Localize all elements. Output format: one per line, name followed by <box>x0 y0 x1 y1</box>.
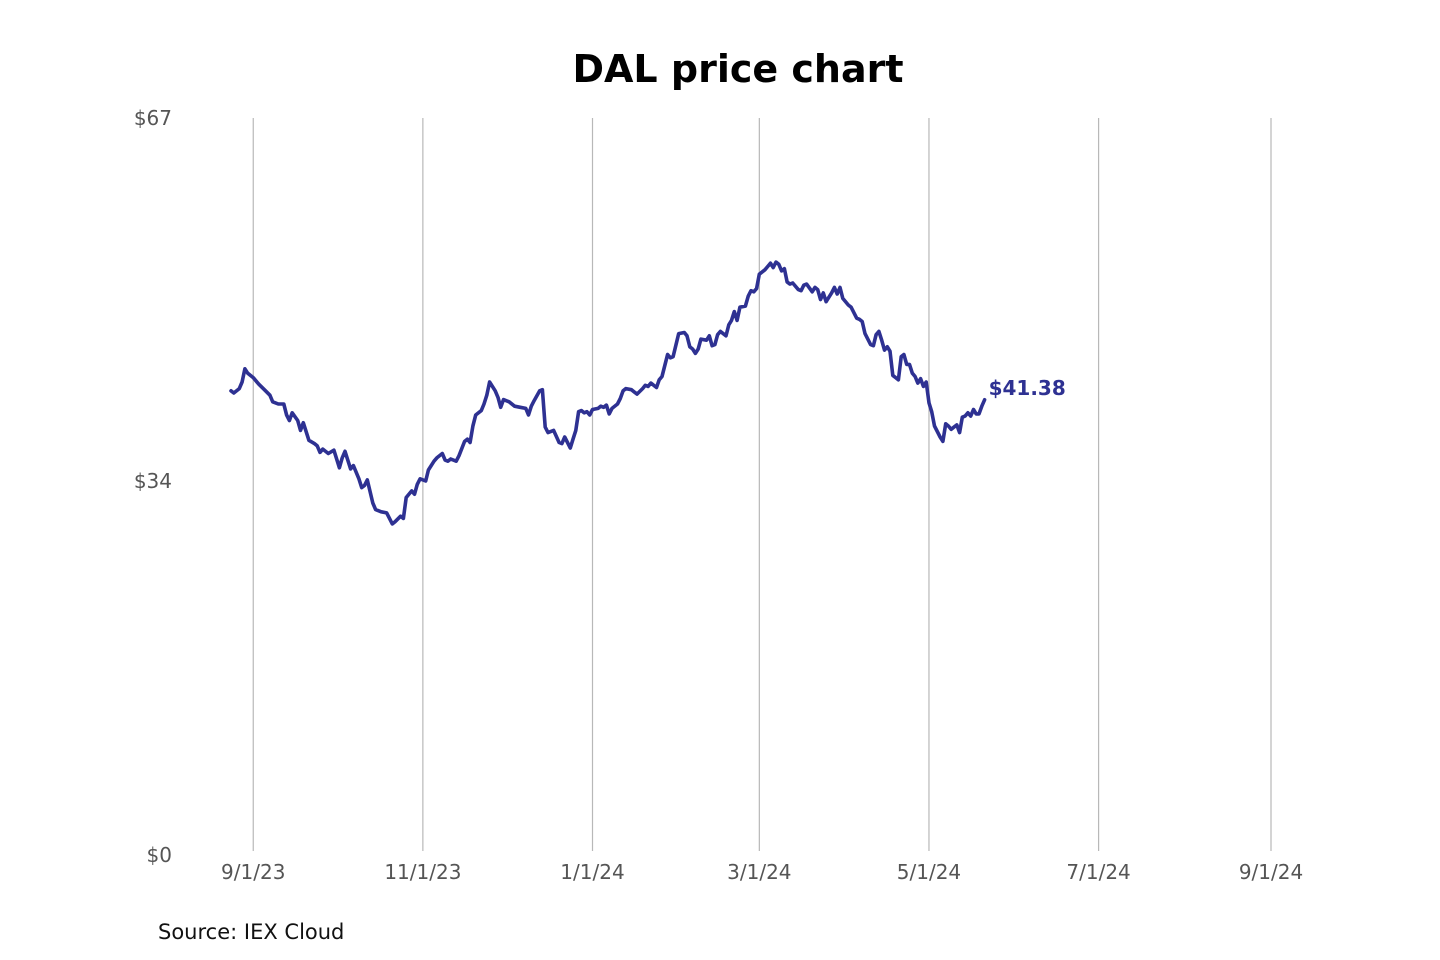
last-price-label: $41.38 <box>989 376 1066 400</box>
y-tick-label: $67 <box>134 106 172 130</box>
y-tick-label: $34 <box>134 469 172 493</box>
x-axis: 9/1/23 11/1/23 1/1/24 3/1/24 5/1/24 7/1/24 9/1… <box>221 860 1303 884</box>
gridlines <box>252 118 1272 851</box>
source-note: Source: IEX Cloud <box>158 920 344 944</box>
x-tick-label: 5/1/24 <box>897 860 961 884</box>
x-tick-label: 7/1/24 <box>1066 860 1130 884</box>
x-tick-label: 9/1/24 <box>1239 860 1303 884</box>
x-tick-label: 1/1/24 <box>560 860 624 884</box>
x-tick-label: 3/1/24 <box>727 860 791 884</box>
x-tick-label: 9/1/23 <box>221 860 285 884</box>
price-line <box>229 260 987 526</box>
y-tick-label: $0 <box>147 843 172 867</box>
x-tick-label: 11/1/23 <box>384 860 461 884</box>
chart-title: DAL price chart <box>572 47 903 91</box>
y-axis: $67 $34 $0 <box>134 106 172 867</box>
